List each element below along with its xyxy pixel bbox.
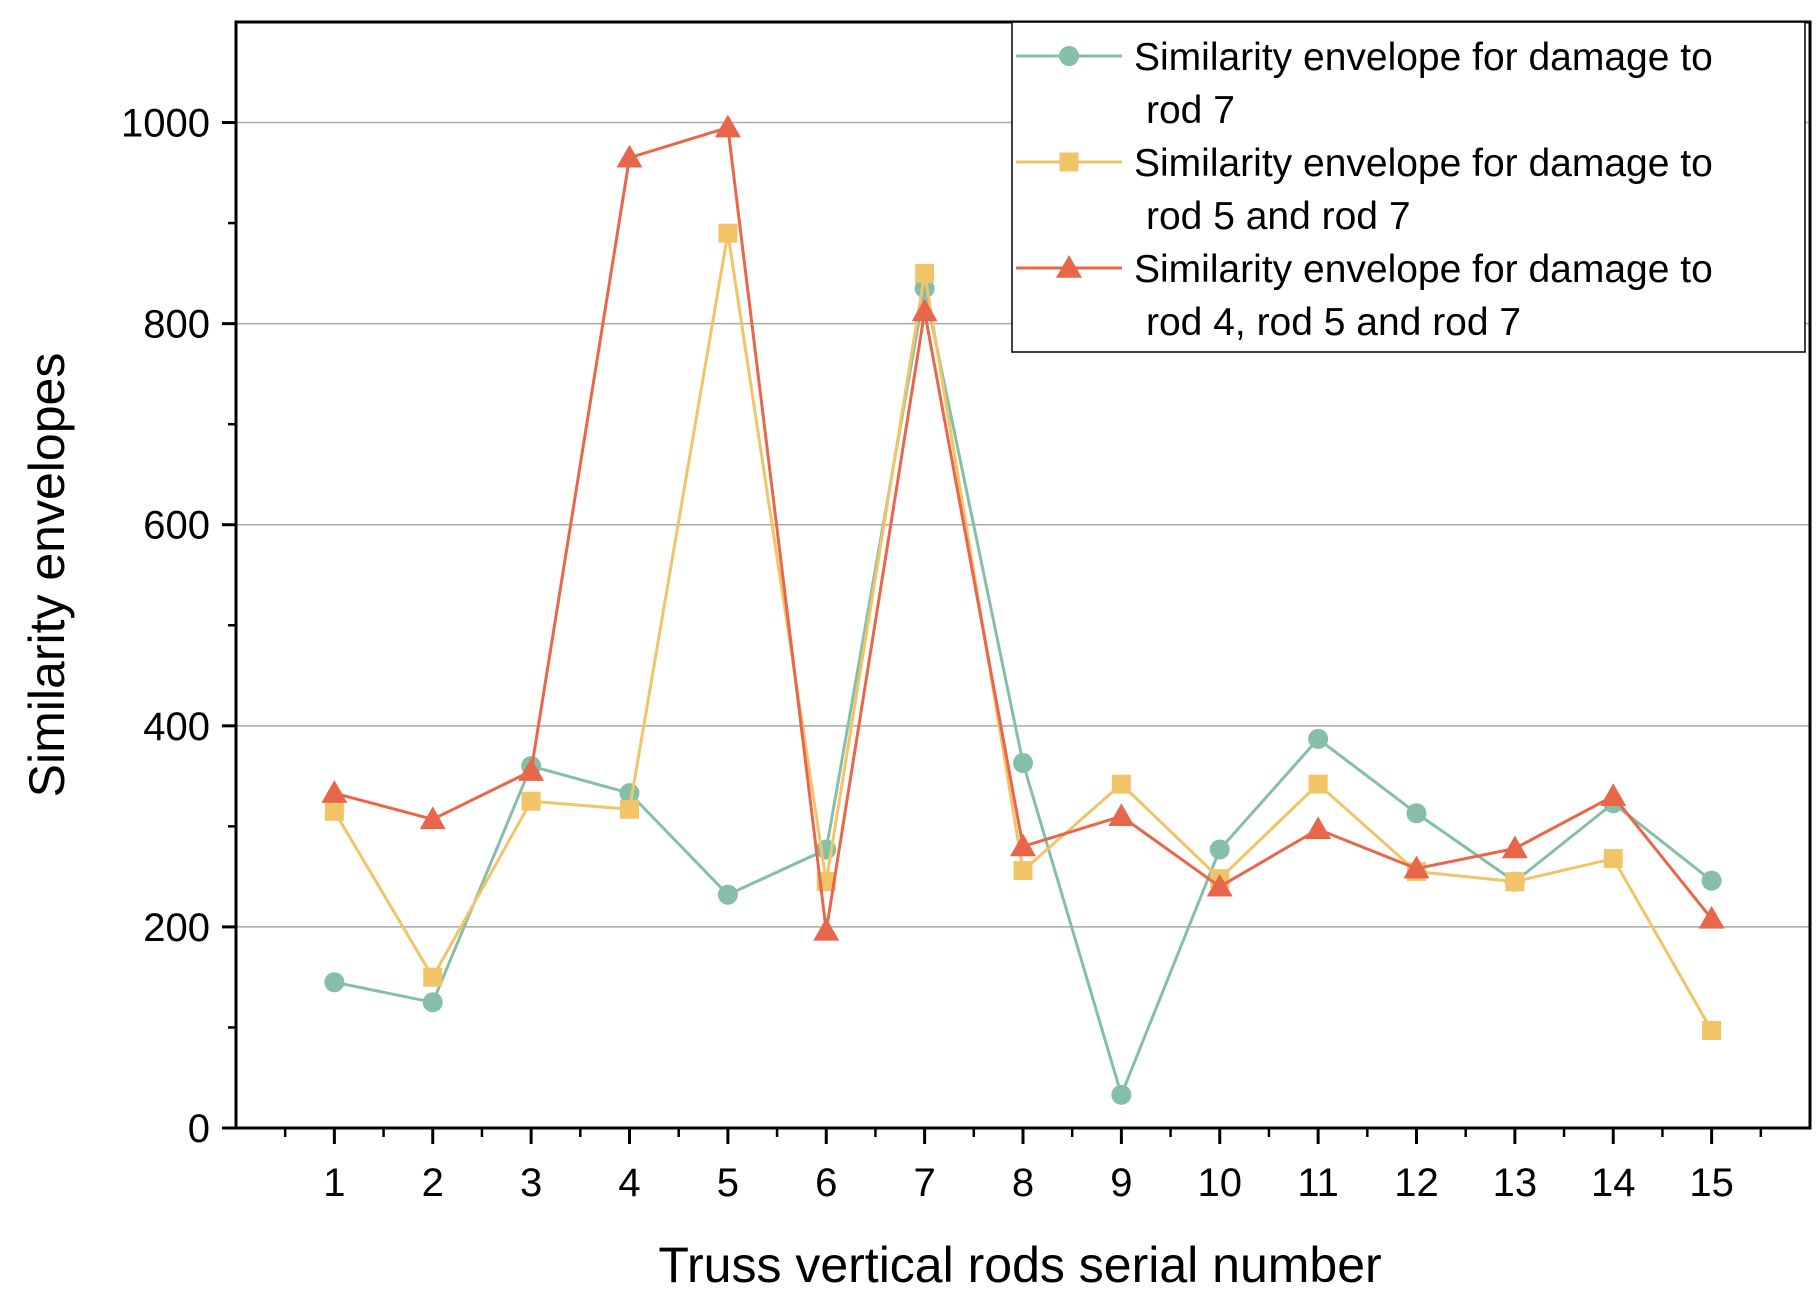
series-3-point-3: [518, 758, 545, 781]
series-2-point-2: [423, 967, 443, 987]
series-1-point-5: [717, 884, 738, 905]
series-2-point-1: [324, 801, 344, 821]
y-tick-label-600: 600: [143, 504, 210, 548]
series-3-point-11: [1305, 816, 1332, 840]
series-3-point-10: [1206, 873, 1233, 897]
y-axis-title: Similarity envelopes: [19, 353, 75, 798]
series-3-point-15: [1698, 905, 1725, 929]
series-3-point-1: [321, 780, 348, 803]
legend-entry-2: Similarity envelope for damage to rod 5 a…: [1016, 142, 1713, 238]
legend-label-3-line-2: rod 4, rod 5 and rod 7: [1146, 301, 1521, 344]
series-layer: [321, 114, 1725, 1105]
series-3-point-14: [1600, 783, 1627, 806]
series-1-point-7: [914, 278, 935, 299]
series-2-point-5: [718, 223, 738, 243]
series-3-point-12: [1403, 855, 1430, 879]
series-2-point-9: [1111, 774, 1131, 794]
series-2: [324, 223, 1722, 1040]
series-2-point-11: [1308, 774, 1328, 794]
series-2-point-13: [1505, 872, 1525, 892]
legend-label-2-line-2: rod 5 and rod 7: [1146, 195, 1411, 238]
series-1-point-11: [1308, 728, 1329, 749]
series-3: [321, 114, 1725, 941]
series-3-point-4: [616, 144, 643, 168]
series-3-point-5: [714, 114, 741, 138]
y-tick-label-400: 400: [143, 705, 210, 749]
series-3-point-13: [1501, 835, 1528, 859]
series-1-point-9: [1111, 1084, 1132, 1105]
legend-marker-2: [1059, 152, 1079, 172]
x-tick-label-2: 2: [422, 1161, 444, 1205]
series-3-point-2: [419, 806, 446, 830]
legend-box: [1011, 21, 1806, 353]
series-2-point-4: [620, 799, 639, 819]
series-3-point-7: [911, 298, 938, 322]
legend-marker-1: [1059, 46, 1079, 66]
series-1-point-10: [1209, 839, 1230, 860]
series-1-point-1: [324, 972, 345, 993]
x-tick-label-3: 3: [520, 1161, 542, 1205]
legend-label-3-line-1: Similarity envelope for damage to: [1134, 248, 1713, 291]
x-tick-label-5: 5: [717, 1161, 739, 1205]
y-tick-label-200: 200: [143, 906, 210, 950]
y-tick-label-1000: 1000: [121, 102, 210, 146]
x-tick-label-13: 13: [1493, 1161, 1538, 1205]
legend-label-1-line-2: rod 7: [1146, 89, 1235, 132]
x-tick-label-11: 11: [1297, 1161, 1339, 1205]
x-tick-label-1: 1: [323, 1161, 345, 1205]
x-tick-label-12: 12: [1394, 1161, 1439, 1205]
series-3-point-9: [1108, 803, 1135, 827]
series-2-point-14: [1603, 849, 1623, 869]
series-2-point-15: [1702, 1020, 1722, 1040]
legend-marker-3: [1056, 255, 1082, 278]
y-tick-label-0: 0: [188, 1107, 210, 1151]
x-tick-label-9: 9: [1110, 1161, 1132, 1205]
series-2-point-8: [1013, 861, 1033, 881]
x-axis-title: Truss vertical rods serial number: [658, 1237, 1381, 1293]
series-2-point-3: [521, 791, 541, 811]
series-1-point-8: [1013, 753, 1033, 774]
series-2-point-7: [915, 263, 935, 283]
x-tick-label-10: 10: [1198, 1161, 1243, 1205]
y-tick-label-800: 800: [143, 303, 210, 347]
x-tick-label-7: 7: [914, 1161, 936, 1205]
x-tick-label-15: 15: [1689, 1161, 1734, 1205]
legend-label-1-line-1: Similarity envelope for damage to: [1134, 36, 1713, 79]
legend-label-2-line-1: Similarity envelope for damage to: [1134, 142, 1713, 185]
series-3-point-6: [813, 917, 840, 941]
x-tick-label-8: 8: [1012, 1161, 1034, 1205]
series-3-point-8: [1010, 833, 1036, 857]
x-tick-label-6: 6: [815, 1161, 837, 1205]
series-1-point-2: [422, 992, 443, 1013]
x-tick-label-14: 14: [1591, 1161, 1636, 1205]
legend-entry-3: Similarity envelope for damage to rod 4, …: [1016, 248, 1713, 344]
series-1-point-12: [1406, 803, 1427, 824]
series-1-point-15: [1701, 870, 1722, 891]
legend-entry-1: Similarity envelope for damage to rod 7: [1016, 36, 1713, 132]
x-tick-label-4: 4: [618, 1161, 640, 1205]
